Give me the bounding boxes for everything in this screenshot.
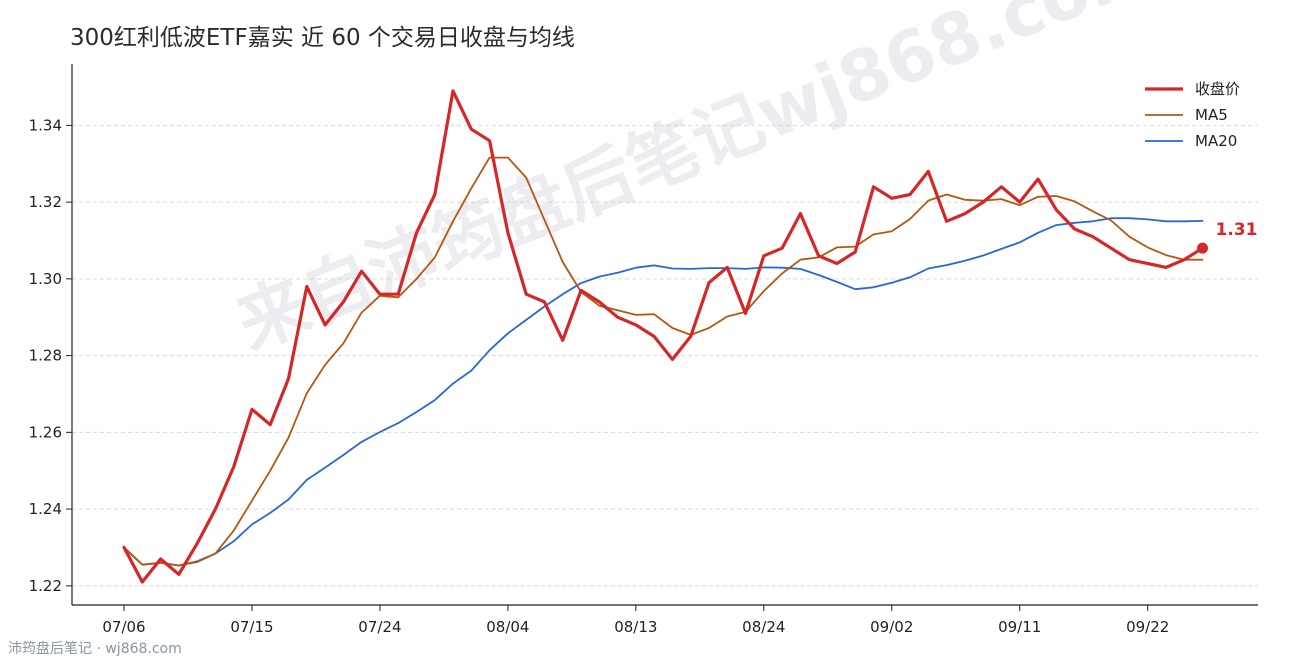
- y-tick-label-1.32: 1.32: [29, 193, 62, 211]
- x-tick-label-09-22: 09/22: [1126, 618, 1169, 636]
- legend-label-close: 收盘价: [1195, 80, 1240, 98]
- last-close-marker: [1197, 242, 1209, 254]
- x-tick-label-08-04: 08/04: [486, 618, 529, 636]
- series-close-line: [122, 89, 1205, 584]
- x-tick-label-07-24: 07/24: [358, 618, 401, 636]
- y-axis-ticks: 1.22 1.24 1.26 1.28 1.30 1.32 1.34: [29, 116, 72, 595]
- y-tick-label-1.30: 1.30: [29, 270, 62, 288]
- series-lines: [122, 89, 1205, 584]
- x-tick-label-09-02: 09/02: [870, 618, 913, 636]
- chart-title: 300红利低波ETF嘉实 近 60 个交易日收盘与均线: [70, 25, 575, 51]
- x-tick-label-09-11: 09/11: [998, 618, 1041, 636]
- grid-lines: [72, 124, 1258, 587]
- y-tick-label-1.28: 1.28: [29, 347, 62, 365]
- last-point: 1.31: [1197, 220, 1257, 254]
- y-tick-label-1.24: 1.24: [29, 500, 62, 518]
- x-tick-label-07-15: 07/15: [230, 618, 273, 636]
- y-tick-label-1.34: 1.34: [29, 116, 62, 134]
- y-tick-label-1.22: 1.22: [29, 577, 62, 595]
- series-ma20-line: [123, 217, 1204, 567]
- x-tick-label-08-24: 08/24: [742, 618, 785, 636]
- y-tick-label-1.26: 1.26: [29, 423, 62, 441]
- x-tick-label-08-13: 08/13: [614, 618, 657, 636]
- legend: 收盘价 MA5 MA20: [1145, 80, 1240, 150]
- legend-label-ma20: MA20: [1195, 132, 1237, 150]
- x-tick-label-07-06: 07/06: [102, 618, 145, 636]
- series-ma5-line: [123, 156, 1204, 567]
- footer-credit: 沛筠盘后笔记 · wj868.com: [8, 640, 182, 657]
- axes: [71, 64, 1258, 606]
- x-axis-ticks: 07/06 07/15 07/24 08/04 08/13 08/24 09/02 09/11…: [102, 605, 1169, 636]
- last-close-label: 1.31: [1216, 220, 1258, 240]
- legend-label-ma5: MA5: [1195, 106, 1228, 124]
- watermark: 来自沛筠盘后笔记wj868.com: [226, 0, 1169, 366]
